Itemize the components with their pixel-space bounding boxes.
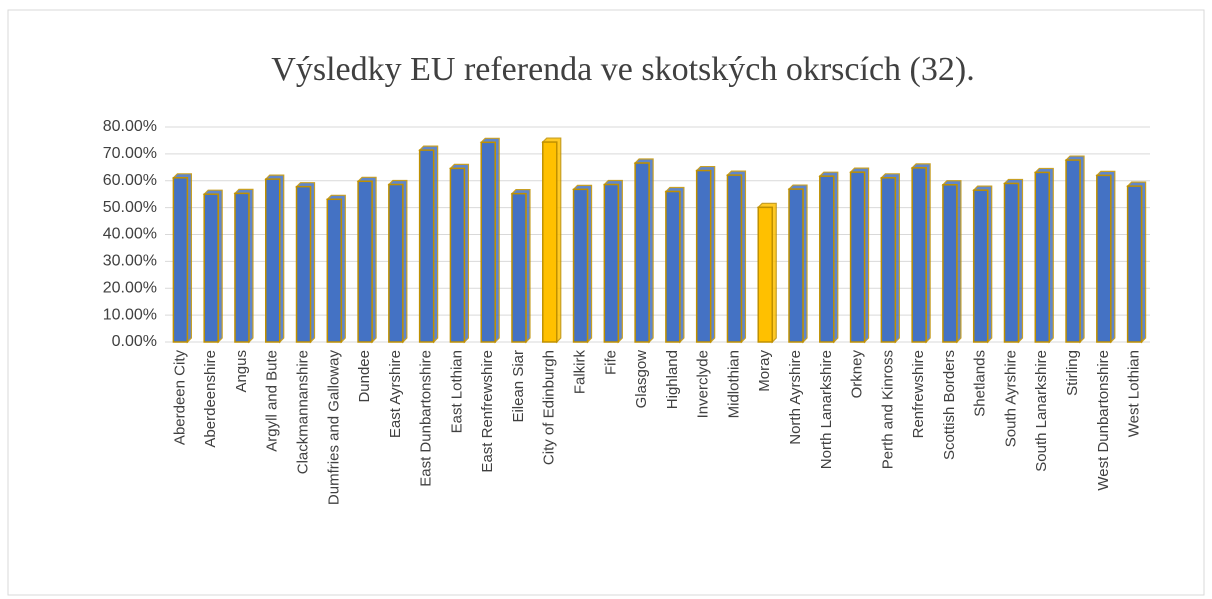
bar (695, 169, 712, 343)
bar (634, 162, 650, 343)
y-tick-label: 70.00% (103, 145, 157, 162)
y-tick-label: 60.00% (103, 172, 157, 189)
y-tick-label: 20.00% (103, 279, 157, 296)
x-tick-label: Shetlands (972, 350, 989, 417)
bar (1126, 185, 1143, 343)
bar (172, 177, 189, 343)
bar (757, 206, 773, 343)
x-tick-label: North Lanarkshire (818, 350, 835, 469)
bar (418, 149, 435, 343)
x-tick-label: Midlothian (725, 350, 742, 418)
y-tick-label: 10.00% (103, 306, 157, 323)
x-tick-label: Eilean Siar (510, 350, 527, 423)
bar (234, 192, 250, 343)
bar (911, 167, 927, 343)
x-tick-label: West Lothian (1126, 350, 1143, 437)
y-tick-label: 40.00% (103, 226, 157, 243)
bar (511, 192, 527, 343)
x-tick-label: Angus (233, 350, 250, 393)
x-tick-label: Inverclyde (695, 350, 712, 418)
bar (603, 183, 620, 343)
x-tick-label: Falkirk (572, 350, 589, 395)
bar (295, 185, 312, 343)
bar (388, 183, 404, 343)
x-tick-label: Scottish Borders (941, 350, 958, 460)
bar (1003, 182, 1020, 343)
x-tick-label: East Dunbartonshire (418, 350, 435, 487)
x-tick-label: Glasgow (633, 350, 650, 409)
bar (942, 184, 958, 343)
x-tick-label: Stirling (1064, 350, 1081, 396)
bar (726, 174, 743, 343)
x-tick-label: Perth and Kinross (879, 350, 896, 469)
x-tick-label: Moray (756, 350, 773, 392)
bar (542, 141, 558, 343)
x-tick-label: Dundee (356, 350, 373, 403)
x-tick-label: Dumfries and Galloway (325, 350, 342, 506)
bar (1065, 159, 1081, 343)
bar (972, 189, 989, 343)
x-tick-label: Renfrewshire (910, 350, 927, 438)
x-tick-label: East Lothian (448, 350, 465, 433)
x-tick-label: Aberdeenshire (202, 350, 219, 448)
bar (449, 167, 466, 343)
y-tick-label: 0.00% (112, 333, 157, 350)
x-tick-label: Aberdeen City (171, 350, 188, 446)
y-tick-label: 50.00% (103, 199, 157, 216)
bar (819, 175, 835, 343)
x-tick-label: East Ayrshire (387, 350, 404, 438)
bar (1034, 171, 1051, 343)
bar (326, 198, 343, 343)
bar (880, 177, 897, 343)
bar (849, 171, 866, 343)
bar (788, 188, 804, 343)
x-tick-label: East Renfrewshire (479, 350, 496, 473)
y-tick-label: 80.00% (103, 118, 157, 135)
x-tick-label: North Ayrshire (787, 350, 804, 445)
bar (357, 180, 373, 343)
bar (572, 188, 589, 343)
y-tick-label: 30.00% (103, 253, 157, 270)
bar (1096, 174, 1112, 343)
chart-title: Výsledky EU referenda ve skotských okrsc… (271, 51, 974, 88)
bar (264, 178, 281, 343)
x-tick-label: Argyll and Bute (264, 350, 281, 452)
x-tick-label: South Lanarkshire (1033, 350, 1050, 472)
x-tick-label: Clackmannanshire (294, 350, 311, 474)
x-tick-label: Orkney (849, 350, 866, 399)
x-tick-label: Fife (602, 350, 619, 375)
x-tick-label: West Dunbartonshire (1095, 350, 1112, 491)
bar (480, 141, 496, 343)
x-tick-label: Highland (664, 350, 681, 409)
x-tick-label: South Ayrshire (1002, 350, 1019, 447)
x-tick-label: City of Edinburgh (541, 350, 558, 465)
bar (665, 190, 681, 343)
bar (203, 193, 219, 343)
